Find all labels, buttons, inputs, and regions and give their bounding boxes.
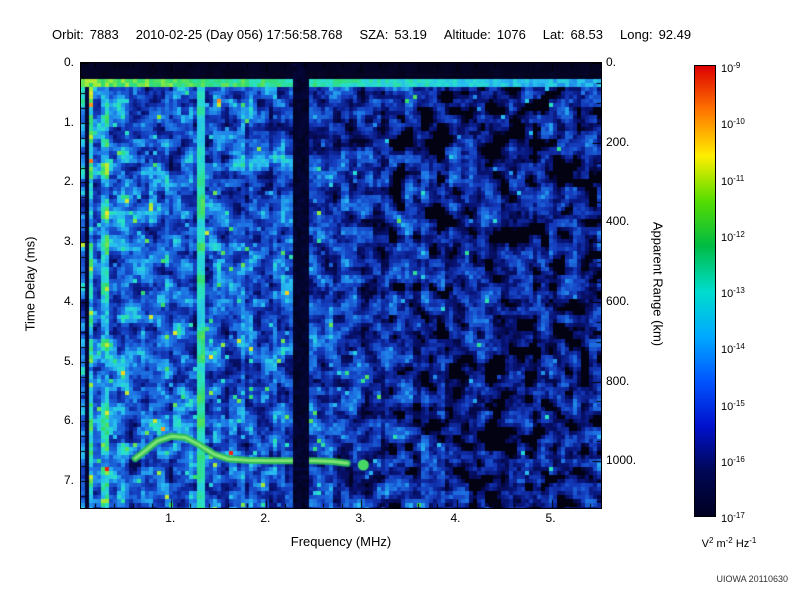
unit-part: 2 xyxy=(708,536,714,545)
colorbar-tick-label: 10-17 xyxy=(721,509,745,526)
colorbar-tick-label: 10-10 xyxy=(721,115,745,132)
y-tick-label: 2. xyxy=(63,174,74,189)
header-field-value: 7883 xyxy=(89,27,119,42)
y-tick-label: 1. xyxy=(63,114,74,129)
credit-text: UIOWA 20110630 xyxy=(716,574,788,584)
header-field-value: 68.53 xyxy=(570,27,604,42)
colorbar-tick-exponent: -9 xyxy=(733,61,741,70)
x-tick-label: 2. xyxy=(260,511,271,525)
spectrogram-plot xyxy=(80,62,602,509)
y-tick-label: 4. xyxy=(63,293,74,308)
header-field-4: Lat: 68.53 xyxy=(543,27,603,42)
colorbar-tick-exponent: -12 xyxy=(733,229,745,239)
x-tick-label: 4. xyxy=(450,511,461,525)
colorbar-tick-base: 10 xyxy=(721,288,734,300)
colorbar-tick-label: 10-11 xyxy=(721,172,744,189)
colorbar-tick-base: 10 xyxy=(721,119,734,132)
colorbar-tick-label: 10-14 xyxy=(721,340,745,357)
header-field-value: 2010-02-25 (Day 056) 17:56:58.768 xyxy=(135,27,343,42)
colorbar-unit-label: V2 m-2 Hz-1 xyxy=(684,536,774,550)
colorbar-tick-exponent: -11 xyxy=(733,173,745,183)
colorbar-tick-base: 10 xyxy=(721,175,734,188)
colorbar xyxy=(694,65,716,517)
colorbar-tick-base: 10 xyxy=(721,513,734,525)
y-axis-label: Time Delay (ms) xyxy=(22,236,38,332)
y-tick-label: 5. xyxy=(63,353,74,368)
unit-part: -2 xyxy=(725,536,733,545)
y2-axis-label: Apparent Range (km) xyxy=(650,221,666,347)
colorbar-tick-label: 10-16 xyxy=(721,453,745,470)
colorbar-tick-exponent: -14 xyxy=(733,342,745,352)
unit-part: Hz xyxy=(732,538,750,550)
header-field-label: Orbit: xyxy=(52,27,84,42)
y-tick-label: 3. xyxy=(63,234,74,249)
colorbar-tick-exponent: -13 xyxy=(733,286,745,295)
colorbar-tick-label: 10-15 xyxy=(721,397,745,414)
y-tick-label: 7. xyxy=(63,473,74,488)
colorbar-tick-exponent: -10 xyxy=(733,117,745,127)
colorbar-tick-label: 10-12 xyxy=(721,228,745,245)
colorbar-tick-exponent: -15 xyxy=(733,398,745,408)
x-tick-label: 3. xyxy=(355,511,366,525)
colorbar-tick-base: 10 xyxy=(721,456,734,469)
header-field-label: Long: xyxy=(620,27,653,42)
colorbar-tick-exponent: -17 xyxy=(733,511,745,520)
spectrogram-canvas xyxy=(81,63,601,508)
colorbar-tick-base: 10 xyxy=(721,231,734,244)
header-field-2: SZA: 53.19 xyxy=(359,27,426,42)
unit-part: -1 xyxy=(749,536,757,545)
colorbar-tick-label: 10-13 xyxy=(721,284,745,301)
header-field-value: 92.49 xyxy=(658,27,692,42)
x-tick-label: 5. xyxy=(545,511,556,525)
header-field-0: Orbit: 7883 xyxy=(52,27,119,42)
colorbar-tick-exponent: -16 xyxy=(733,454,745,464)
y-tick-label: 6. xyxy=(63,413,74,428)
y2-tick-label: 1000. xyxy=(606,453,637,468)
header-info: Orbit: 7883 2010-02-25 (Day 056) 17:56:58.… xyxy=(52,27,708,42)
header-field-label: Altitude: xyxy=(443,27,491,42)
unit-part: V xyxy=(701,538,709,550)
y2-tick-label: 400. xyxy=(606,214,630,229)
colorbar-tick-base: 10 xyxy=(721,63,734,75)
colorbar-tick-label: 10-9 xyxy=(721,59,740,76)
colorbar-tick-base: 10 xyxy=(721,344,734,357)
y2-tick-label: 600. xyxy=(606,293,630,308)
header-field-5: Long: 92.49 xyxy=(620,27,691,42)
header-field-label: SZA: xyxy=(359,27,389,42)
colorbar-tick-base: 10 xyxy=(721,400,734,413)
x-axis-label: Frequency (MHz) xyxy=(290,534,392,549)
x-tick-label: 1. xyxy=(165,511,176,525)
header-field-3: Altitude: 1076 xyxy=(444,27,526,42)
header-field-label: Lat: xyxy=(542,27,565,42)
header-field-1: 2010-02-25 (Day 056) 17:56:58.768 xyxy=(136,27,343,42)
header-field-value: 53.19 xyxy=(394,27,427,42)
unit-part: m xyxy=(713,538,726,550)
y2-tick-label: 800. xyxy=(606,373,630,388)
header-field-value: 1076 xyxy=(496,27,526,42)
y-tick-label: 0. xyxy=(63,55,74,69)
y2-tick-label: 200. xyxy=(606,134,630,149)
y2-tick-label: 0. xyxy=(606,55,617,69)
